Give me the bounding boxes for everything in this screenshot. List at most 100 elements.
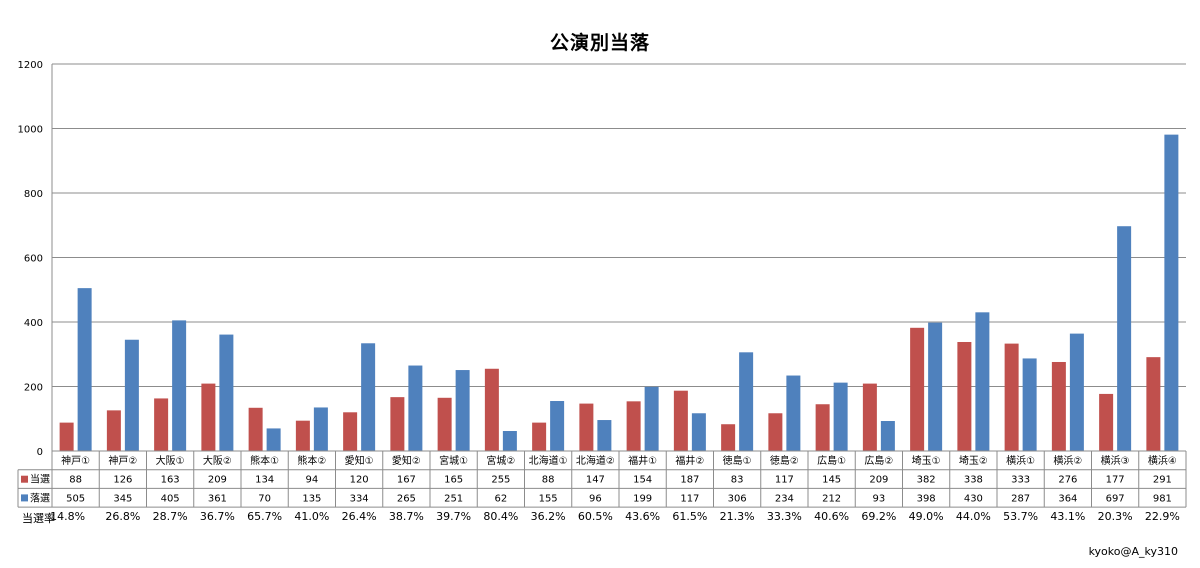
bar-lose: [550, 401, 565, 451]
y-tick-label: 400: [24, 318, 43, 329]
data-label: 333: [1011, 475, 1030, 486]
bar-win: [910, 327, 925, 451]
data-label: 430: [964, 493, 983, 504]
rate-value: 80.4%: [483, 510, 519, 523]
rate-value: 49.0%: [908, 510, 944, 523]
data-label: 145: [822, 475, 841, 486]
rate-value: 36.7%: [199, 510, 235, 523]
rate-value: 28.7%: [152, 510, 188, 523]
data-label: 364: [1058, 493, 1077, 504]
x-tick-label: 大阪①: [156, 454, 185, 467]
rate-value: 26.4%: [341, 510, 377, 523]
bar-win: [343, 412, 358, 451]
x-tick-label: 宮城①: [439, 454, 468, 467]
bar-lose: [219, 334, 234, 451]
y-tick-label: 1200: [18, 60, 43, 71]
data-label: 177: [1106, 475, 1125, 486]
data-label: 94: [306, 475, 319, 486]
data-label: 117: [775, 475, 794, 486]
x-tick-label: 神戸②: [108, 454, 137, 467]
y-tick-label: 800: [24, 189, 43, 200]
data-label: 209: [869, 475, 888, 486]
bar-lose: [266, 428, 281, 451]
legend-label: 落選: [30, 491, 50, 504]
rate-value: 14.8%: [50, 510, 86, 523]
x-tick-label: 北海道①: [529, 454, 568, 467]
data-label: 276: [1058, 475, 1077, 486]
x-tick-label: 北海道②: [576, 454, 615, 467]
data-label: 135: [302, 493, 321, 504]
bar-lose: [1022, 358, 1037, 451]
x-tick-label: 横浜④: [1148, 454, 1177, 467]
credit-text: kyoko@A_ky310: [1088, 545, 1178, 558]
bar-win: [1051, 361, 1066, 451]
rate-row-label: 当選率: [22, 512, 55, 525]
bar-lose: [928, 322, 943, 451]
bar-win: [673, 390, 688, 451]
rate-value: 65.7%: [247, 510, 283, 523]
bar-lose: [786, 375, 801, 451]
y-tick-label: 600: [24, 254, 43, 265]
data-label: 345: [113, 493, 132, 504]
x-tick-label: 熊本①: [250, 454, 279, 467]
bar-lose: [975, 312, 990, 451]
rate-value: 60.5%: [577, 510, 613, 523]
data-label: 167: [397, 475, 416, 486]
rate-value: 53.7%: [1003, 510, 1039, 523]
data-label: 338: [964, 475, 983, 486]
data-label: 93: [873, 493, 886, 504]
data-label: 134: [255, 475, 274, 486]
bar-lose: [833, 382, 848, 451]
data-label: 212: [822, 493, 841, 504]
data-label: 265: [397, 493, 416, 504]
bar-lose: [361, 343, 376, 451]
x-tick-label: 埼玉②: [959, 454, 988, 467]
bar-lose: [77, 288, 92, 451]
x-tick-label: 神戸①: [61, 454, 90, 467]
data-label: 96: [589, 493, 602, 504]
x-tick-label: 横浜②: [1053, 454, 1082, 467]
chart-title: 公演別当落: [549, 32, 650, 54]
y-tick-label: 200: [24, 383, 43, 394]
bar-win: [721, 424, 736, 451]
bar-lose: [739, 352, 754, 451]
bar-win: [532, 422, 547, 451]
bar-win: [59, 422, 74, 451]
bar-win: [201, 383, 216, 451]
bar-win: [579, 403, 594, 451]
data-label: 398: [917, 493, 936, 504]
data-label: 126: [113, 475, 132, 486]
data-label: 199: [633, 493, 652, 504]
data-label: 187: [680, 475, 699, 486]
data-label: 163: [161, 475, 180, 486]
legend-key: [21, 494, 28, 502]
data-label: 334: [350, 493, 369, 504]
rate-value: 20.3%: [1097, 510, 1133, 523]
bar-lose: [1117, 226, 1132, 451]
bar-win: [1146, 357, 1161, 451]
bar-win: [484, 368, 499, 451]
x-tick-label: 横浜①: [1006, 454, 1035, 467]
data-label: 147: [586, 475, 605, 486]
y-tick-label: 0: [37, 447, 43, 458]
bar-win: [957, 341, 972, 451]
rate-value: 69.2%: [861, 510, 897, 523]
bar-win: [437, 397, 452, 451]
data-label: 70: [258, 493, 271, 504]
rate-value: 40.6%: [814, 510, 850, 523]
legend-label: 当選: [30, 473, 50, 486]
x-tick-label: 広島②: [864, 454, 893, 467]
rate-value: 38.7%: [388, 510, 424, 523]
data-label: 120: [350, 475, 369, 486]
data-label: 154: [633, 475, 652, 486]
bar-lose: [597, 420, 612, 451]
bar-lose: [313, 407, 328, 451]
data-label: 405: [161, 493, 180, 504]
bar-win: [295, 420, 310, 451]
data-label: 155: [539, 493, 558, 504]
data-label: 287: [1011, 493, 1030, 504]
data-label: 88: [69, 475, 82, 486]
bar-win: [862, 383, 877, 451]
rate-value: 43.1%: [1050, 510, 1086, 523]
